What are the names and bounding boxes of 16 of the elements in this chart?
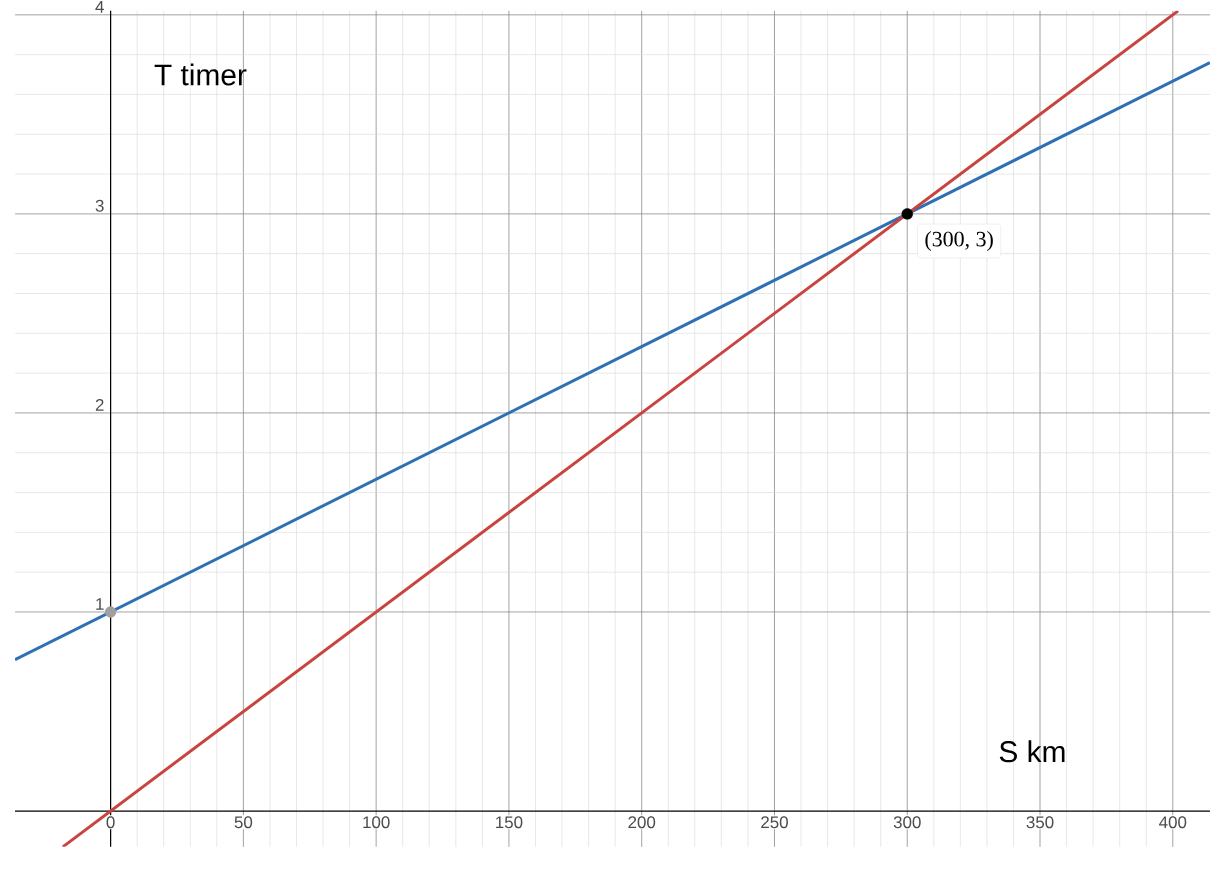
y-tick-label: 2	[95, 398, 104, 411]
x-tick-label: 0	[106, 816, 115, 829]
x-axis-title: S km	[999, 740, 1065, 763]
y-tick-label: 4	[95, 1, 104, 13]
annotation: (300, 3)	[925, 231, 993, 251]
x-tick-label: 400	[1159, 816, 1187, 829]
y-axis-title: T timer	[154, 63, 247, 86]
y-tick-label: 1	[96, 598, 104, 610]
y-tick-label: 3	[95, 199, 104, 212]
x-tick-label: 100	[363, 816, 390, 829]
x-tick-label: 150	[496, 816, 523, 829]
x-tick-label: 350	[1026, 816, 1054, 829]
x-tick-label: 300	[893, 816, 921, 829]
x-tick-label: 50	[234, 816, 253, 829]
x-tick-label: 200	[628, 816, 656, 829]
x-tick-label: 250	[761, 816, 788, 829]
